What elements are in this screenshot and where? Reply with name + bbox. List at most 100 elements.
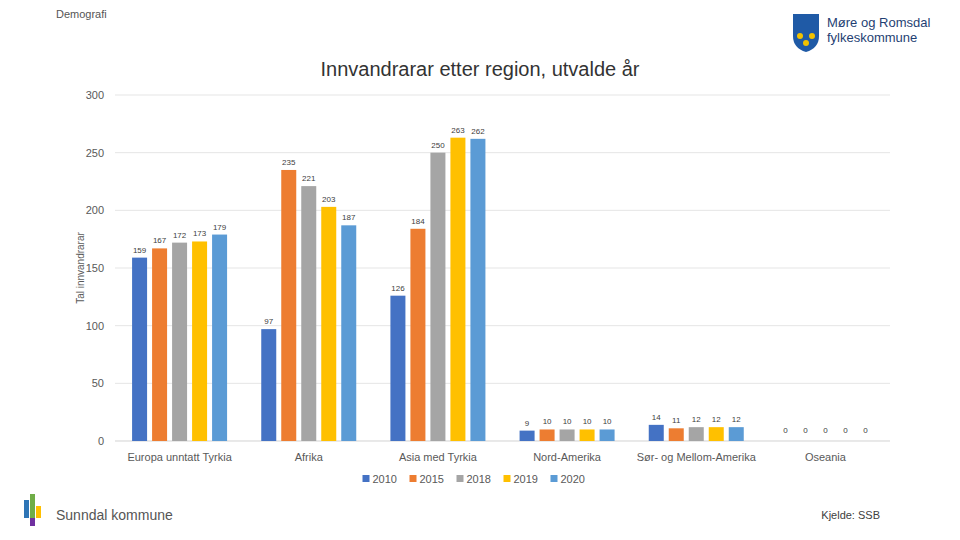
bar (580, 429, 595, 441)
data-label: 9 (525, 419, 530, 428)
x-tick-label: Sør- og Mellom-Amerika (637, 451, 757, 463)
bar (261, 329, 276, 441)
bar (560, 429, 575, 441)
data-labels: 1591671721731799723522120318712618425026… (133, 126, 868, 435)
x-tick-label: Europa unntatt Tyrkia (127, 451, 232, 463)
legend-swatch (410, 475, 417, 482)
x-tick-label: Nord-Amerika (533, 451, 602, 463)
bar (450, 138, 465, 441)
data-label: 10 (603, 417, 612, 426)
bar (212, 235, 227, 441)
bars (132, 138, 744, 441)
footer-logo-bar (30, 518, 35, 526)
bar (321, 207, 336, 441)
data-label: 12 (732, 415, 741, 424)
bar (470, 139, 485, 441)
bar (172, 243, 187, 441)
bar (649, 425, 664, 441)
bar (520, 431, 535, 441)
bar (818, 441, 833, 442)
data-label: 0 (843, 426, 848, 435)
grid-line (115, 210, 890, 211)
data-label: 14 (652, 413, 661, 422)
x-tick-label: Afrika (295, 451, 324, 463)
data-label: 0 (823, 426, 828, 435)
data-label: 11 (672, 416, 681, 425)
data-label: 250 (431, 141, 445, 150)
data-label: 235 (282, 158, 296, 167)
bar (430, 153, 445, 441)
data-label: 126 (391, 284, 405, 293)
section-label: Demografi (56, 8, 107, 20)
data-label: 10 (583, 417, 592, 426)
bar (540, 429, 555, 441)
x-axis-line (115, 441, 890, 442)
x-tick-label: Asia med Tyrkia (399, 451, 478, 463)
bar (798, 441, 813, 442)
legend-swatch (551, 475, 558, 482)
data-label: 0 (863, 426, 868, 435)
bar (132, 258, 147, 441)
footer-logo (24, 494, 41, 526)
logo-dot (803, 40, 809, 46)
legend-label: 2015 (420, 473, 444, 485)
y-tick-label: 300 (86, 89, 104, 101)
y-tick-label: 150 (86, 262, 104, 274)
bar (281, 170, 296, 441)
grid-line (115, 441, 890, 442)
bar (390, 296, 405, 441)
y-tick-label: 250 (86, 147, 104, 159)
bar (838, 441, 853, 442)
data-label: 0 (783, 426, 788, 435)
logo: Møre og Romsdalfylkeskommune (793, 14, 930, 52)
data-label: 10 (563, 417, 572, 426)
y-tick-label: 0 (98, 435, 104, 447)
data-label: 179 (213, 223, 227, 232)
bar (778, 441, 793, 442)
logo-dot (797, 33, 803, 39)
bar (858, 441, 873, 442)
data-label: 167 (153, 236, 167, 245)
bar (341, 225, 356, 441)
legend-swatch (363, 475, 370, 482)
data-label: 187 (342, 213, 356, 222)
bar (669, 428, 684, 441)
data-label: 173 (193, 229, 207, 238)
logo-text: fylkeskommune (827, 30, 917, 45)
bar (410, 229, 425, 441)
data-label: 97 (264, 317, 273, 326)
data-label: 172 (173, 231, 187, 240)
footer-text: Sunndal kommune (56, 507, 173, 523)
grid-line (115, 95, 890, 96)
grid-line (115, 325, 890, 326)
logo-dot (809, 33, 815, 39)
legend-swatch (457, 475, 464, 482)
data-label: 221 (302, 174, 316, 183)
data-label: 12 (692, 415, 701, 424)
legend-swatch (504, 475, 511, 482)
grid-line (115, 383, 890, 384)
y-tick-label: 200 (86, 204, 104, 216)
logo-text: Møre og Romsdal (827, 15, 930, 30)
legend-label: 2010 (373, 473, 397, 485)
data-label: 184 (411, 217, 425, 226)
legend-label: 2019 (514, 473, 538, 485)
bar (709, 427, 724, 441)
y-tick-label: 50 (92, 377, 104, 389)
data-label: 263 (451, 126, 465, 135)
source: Kjelde: SSB (821, 509, 880, 521)
footer-logo-bar (24, 500, 29, 518)
data-label: 10 (543, 417, 552, 426)
footer-logo-bar (30, 494, 35, 518)
logo-shield (793, 14, 819, 52)
x-tick-label: Oseania (805, 451, 847, 463)
grid-line (115, 152, 890, 153)
footer-logo-bar (36, 506, 41, 518)
data-label: 262 (471, 127, 485, 136)
grid-line (115, 268, 890, 269)
chart-title: Innvandrarar etter region, utvalde år (320, 58, 639, 80)
y-tick-label: 100 (86, 320, 104, 332)
data-label: 203 (322, 195, 336, 204)
data-label: 0 (803, 426, 808, 435)
data-label: 12 (712, 415, 721, 424)
